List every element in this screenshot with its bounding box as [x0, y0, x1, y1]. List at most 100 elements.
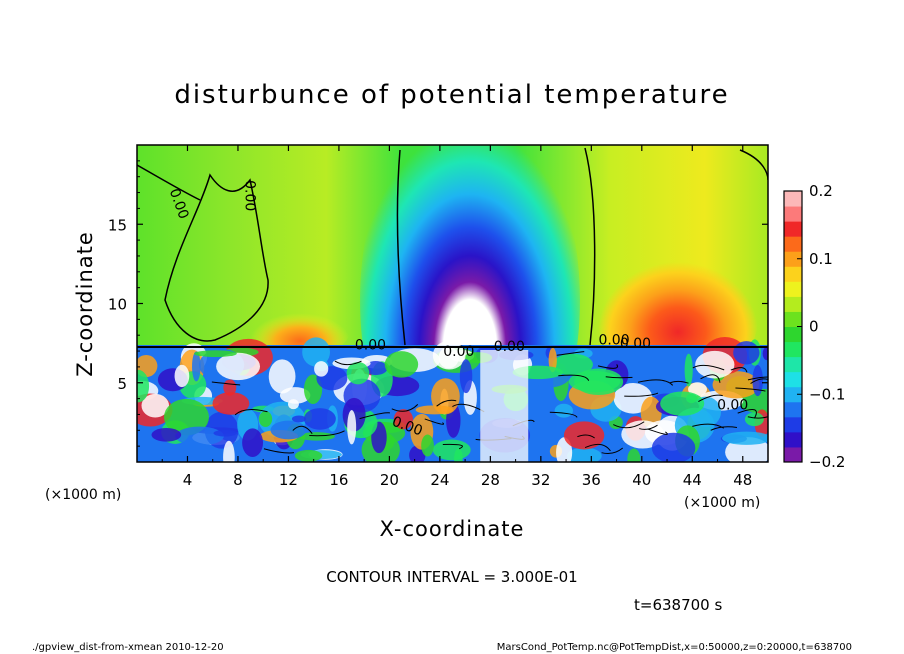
- colorbar-swatch: [784, 446, 802, 463]
- colorbar-swatch: [784, 251, 802, 267]
- x-tick-label: 24: [430, 471, 449, 489]
- turbulence-cell: [548, 347, 557, 373]
- turbulence-cell: [194, 350, 237, 358]
- x-tick-label: 28: [481, 471, 500, 489]
- turbulence-contour: [549, 411, 578, 418]
- turbulence-cell: [762, 346, 768, 361]
- x-tick-label: 44: [683, 471, 702, 489]
- turbulence-contour: [692, 364, 725, 371]
- turbulence-cell: [270, 420, 307, 440]
- turbulence-cell: [684, 353, 693, 387]
- turbulence-cell: [688, 382, 707, 397]
- turbulence-contour: [613, 421, 645, 429]
- contour-interval: CONTOUR INTERVAL = 3.000E-01: [326, 568, 577, 586]
- colorbar-swatch: [784, 326, 802, 343]
- turbulence-cell: [212, 392, 250, 415]
- x-tick-label: 20: [380, 471, 399, 489]
- turbulence-contour: [263, 448, 295, 454]
- turbulence-cell: [554, 403, 573, 418]
- turbulence-contour: [637, 379, 674, 386]
- y-axis-label: Z-coordinate: [73, 231, 97, 377]
- turbulence-cell: [421, 434, 434, 457]
- turbulence-contour: [639, 424, 658, 430]
- x-tick-label: 36: [582, 471, 601, 489]
- plot-area: 0.00 0.000.00 0.000.000.000.000.000.00: [137, 145, 768, 462]
- colorbar-tick-label: 0.2: [809, 182, 833, 200]
- turbulence-cell: [712, 371, 760, 399]
- colorbar-swatch: [784, 356, 802, 373]
- contour-label: 0.00: [443, 344, 474, 360]
- x-tick-label: 8: [233, 471, 243, 489]
- turbulence-contour: [424, 418, 445, 425]
- colorbar-tick-label: 0: [809, 318, 819, 336]
- footer-left: ./gpview_dist-from-xmean 2010-12-20: [32, 642, 224, 653]
- y-tick-label: 5: [117, 375, 127, 393]
- x-unit-left: (×1000 m): [45, 487, 121, 503]
- turbulence-cell: [552, 353, 593, 376]
- turbulence-contour: [211, 381, 241, 386]
- x-tick-label: 48: [733, 471, 752, 489]
- x-tick-label: 12: [279, 471, 298, 489]
- turbulence-cell: [151, 427, 182, 442]
- time-stamp: t=638700 s: [634, 596, 722, 614]
- contour-line-cold: [396, 147, 596, 346]
- turbulence-contour: [747, 416, 768, 419]
- turbulence-contour: [391, 404, 419, 412]
- turbulence-cell: [432, 439, 471, 461]
- colorbar-swatch: [784, 296, 802, 312]
- turbulence-cell: [216, 352, 261, 381]
- turbulence-cell: [303, 408, 336, 430]
- turbulence-cell: [459, 359, 473, 394]
- contour-label: 0.00: [717, 398, 748, 414]
- turbulent-layer: [137, 337, 768, 462]
- turbulence-cell: [137, 369, 150, 403]
- column-core: [480, 350, 529, 462]
- colorbar-swatch: [784, 266, 802, 282]
- turbulence-cell: [346, 361, 370, 385]
- contour-label: 0.00: [494, 339, 525, 355]
- turbulence-contour: [309, 430, 345, 437]
- colorbar: 0.2 0.1 0 −0.1 −0.2: [783, 182, 845, 471]
- colorbar-swatch: [784, 401, 802, 418]
- turbulence-contour: [436, 399, 457, 407]
- turbulence-cell: [175, 426, 224, 446]
- y-axis: 5 10 15: [108, 160, 768, 447]
- turbulence-cell: [752, 365, 763, 397]
- colorbar-swatch: [784, 206, 802, 222]
- turbulence-cell: [537, 440, 549, 462]
- colorbar-tick-label: −0.1: [809, 385, 845, 403]
- x-axis: 4 8 12 16 20 24 28 32 36 40 44 48: [161, 145, 752, 489]
- turbulence-cell: [384, 351, 419, 378]
- turbulence-cell: [314, 361, 329, 377]
- contour-label: 0.00: [355, 337, 386, 353]
- colorbar-tick-label: 0.1: [809, 250, 833, 268]
- turbulence-contour: [234, 409, 268, 416]
- turbulence-cell: [744, 412, 764, 427]
- turbulence-contour: [698, 394, 723, 402]
- turbulence-cell: [431, 378, 460, 415]
- contour-label: 0.00: [242, 180, 258, 211]
- x-unit-right: (×1000 m): [684, 495, 760, 511]
- turbulence-contour: [669, 380, 689, 384]
- turbulence-contour: [735, 387, 766, 392]
- colorbar-swatch: [784, 341, 802, 358]
- turbulence-contour: [730, 367, 748, 373]
- colorbar-swatch: [784, 416, 802, 433]
- turbulence-contour: [737, 408, 757, 419]
- colorbar-swatch: [784, 191, 802, 207]
- turbulence-cell: [627, 448, 641, 462]
- turbulence-cell: [174, 364, 190, 388]
- turbulence-cell: [268, 359, 296, 394]
- turbulence-contour: [442, 443, 463, 450]
- turbulence-cell: [163, 398, 209, 436]
- turbulence-contour: [597, 364, 618, 369]
- turbulence-cell: [288, 399, 299, 410]
- contour-label: 0.00: [598, 333, 629, 349]
- x-tick-label: 40: [632, 471, 651, 489]
- turbulence-cell: [695, 350, 735, 379]
- colorbar-swatch: [784, 236, 802, 252]
- y-tick-label: 10: [108, 296, 127, 314]
- colorbar-swatch: [784, 311, 802, 327]
- turbulence-contour: [292, 425, 313, 434]
